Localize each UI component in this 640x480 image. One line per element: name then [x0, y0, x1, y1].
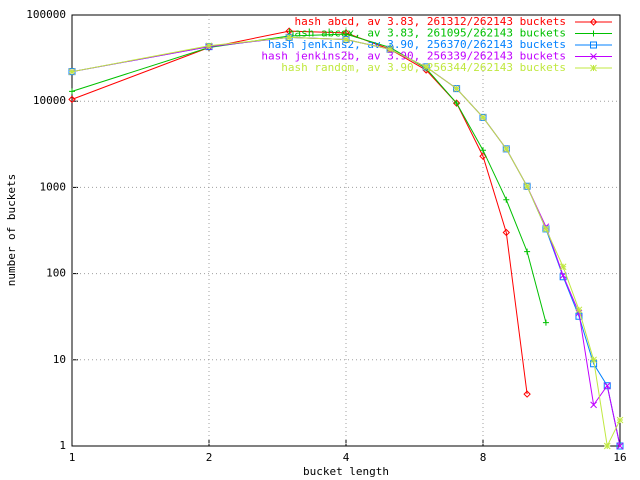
- data-point: [542, 319, 549, 326]
- data-point: [503, 196, 510, 203]
- data-point: [69, 88, 75, 95]
- data-point: [502, 145, 510, 153]
- series-line: [71, 33, 547, 323]
- series-line: [71, 36, 621, 448]
- series-line: [71, 30, 528, 395]
- x-tick-label: 1: [69, 451, 76, 464]
- legend-marker: [590, 30, 597, 37]
- data-point: [559, 263, 567, 271]
- data-point: [502, 228, 510, 237]
- data-point: [523, 390, 531, 398]
- legend-label: hash jenkins2b, av 3.90, 256339/262143 b…: [261, 50, 566, 63]
- y-tick-label: 10000: [33, 94, 66, 107]
- data-point: [603, 442, 611, 450]
- data-point: [575, 306, 583, 314]
- data-point: [342, 36, 350, 43]
- data-point: [422, 63, 430, 71]
- data-point: [524, 248, 531, 255]
- y-tick-label: 1000: [40, 180, 67, 193]
- y-tick-label: 1: [59, 439, 66, 452]
- data-point: [422, 63, 430, 71]
- data-point: [590, 401, 597, 409]
- data-point: [542, 225, 550, 233]
- data-point: [590, 356, 597, 364]
- x-tick-label: 8: [480, 451, 487, 464]
- legend-marker: [590, 64, 597, 72]
- legend-label: hash abcdx, av 3.83, 261095/262143 bucke…: [288, 27, 566, 40]
- y-axis-label: number of buckets: [5, 174, 18, 287]
- data-point: [603, 382, 611, 390]
- data-point: [453, 85, 460, 92]
- legend-label: hash jenkins2, av 3.90, 256370/262143 bu…: [268, 38, 566, 51]
- legend-marker: [589, 18, 598, 26]
- data-point: [205, 42, 213, 50]
- data-point: [386, 45, 394, 53]
- legend-marker: [590, 53, 597, 60]
- data-point: [479, 113, 487, 121]
- x-tick-label: 16: [613, 451, 626, 464]
- data-point: [453, 100, 460, 107]
- data-point: [523, 182, 531, 190]
- data-point: [603, 382, 611, 390]
- series-line: [71, 36, 621, 447]
- data-point: [68, 95, 76, 104]
- x-axis-label: bucket length: [303, 465, 389, 478]
- x-tick-label: 4: [343, 451, 350, 464]
- x-tick-label: 2: [206, 451, 213, 464]
- data-point: [480, 147, 486, 154]
- data-point: [68, 68, 76, 76]
- data-point: [285, 33, 293, 41]
- data-point: [68, 68, 76, 76]
- data-point: [502, 145, 510, 153]
- y-tick-label: 100: [46, 267, 66, 280]
- data-point: [616, 416, 624, 424]
- y-tick-label: 10: [53, 353, 66, 366]
- legend-label: hash abcd, av 3.83, 261312/262143 bucket…: [294, 15, 566, 28]
- data-point: [616, 442, 624, 450]
- y-tick-label: 100000: [26, 8, 66, 21]
- data-point: [479, 113, 487, 121]
- legend-label: hash random, av 3.90, 256344/262143 buck…: [281, 61, 566, 74]
- data-point: [285, 34, 293, 41]
- data-point: [559, 273, 567, 281]
- legend-marker: [590, 41, 597, 49]
- series-line: [71, 36, 621, 447]
